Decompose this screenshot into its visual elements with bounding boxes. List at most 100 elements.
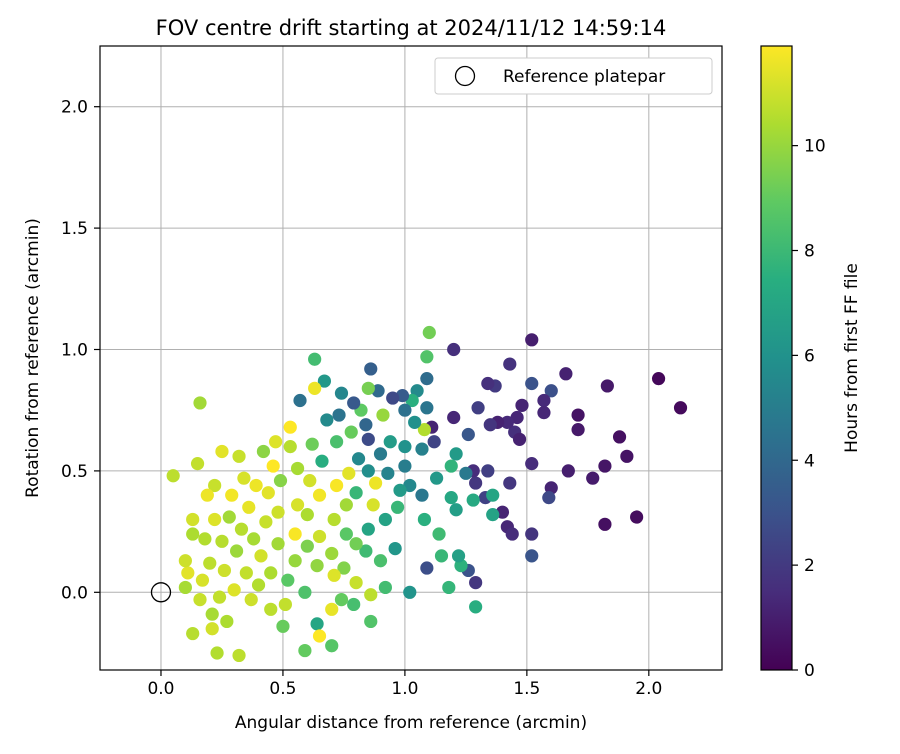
x-axis-label: Angular distance from reference (arcmin)	[235, 713, 587, 733]
colorbar-label: Hours from first FF file	[842, 263, 862, 453]
scatter-point	[349, 575, 363, 590]
scatter-point	[398, 440, 412, 454]
scatter-point	[308, 352, 322, 366]
scatter-point	[239, 566, 253, 580]
scatter-point	[486, 488, 500, 502]
scatter-point	[600, 379, 614, 393]
y-axis-label: Rotation from reference (arcmin)	[23, 218, 43, 498]
scatter-point	[373, 447, 388, 461]
scatter-point	[198, 532, 212, 546]
scatter-point	[210, 646, 224, 660]
scatter-point	[320, 413, 334, 427]
scatter-point	[298, 585, 312, 599]
scatter-point	[471, 401, 485, 415]
scatter-point	[483, 418, 497, 432]
scatter-point	[347, 396, 361, 410]
scatter-point	[166, 469, 180, 483]
scatter-point	[427, 435, 441, 449]
scatter-point	[544, 384, 558, 398]
scatter-point	[481, 376, 495, 391]
scatter-point	[330, 478, 344, 493]
scatter-point	[444, 459, 458, 473]
scatter-point	[500, 415, 514, 429]
scatter-point	[525, 549, 539, 563]
scatter-point	[195, 573, 210, 587]
scatter-point	[300, 508, 314, 522]
scatter-point	[571, 423, 585, 437]
scatter-point	[325, 602, 339, 616]
scatter-point	[290, 461, 305, 476]
x-tick-label: 2.0	[635, 679, 662, 699]
colorbar-tick-label: 10	[804, 137, 826, 157]
scatter-point	[386, 391, 400, 405]
x-tick-label: 1.0	[391, 679, 418, 699]
scatter-point	[351, 452, 366, 466]
reference-platepar-marker	[150, 582, 172, 603]
scatter-point	[186, 512, 200, 527]
scatter-point	[398, 403, 412, 417]
scatter-point	[388, 541, 402, 556]
scatter-point	[278, 597, 292, 612]
scatter-point	[364, 362, 378, 376]
scatter-point	[315, 454, 329, 468]
scatter-point	[376, 408, 390, 422]
scatter-point	[469, 476, 483, 490]
scatter-point	[276, 619, 290, 633]
scatter-point	[510, 410, 524, 425]
scatter-point	[537, 393, 551, 408]
scatter-point	[364, 588, 378, 602]
x-tick-label: 0.5	[269, 679, 296, 699]
scatter-point	[181, 566, 195, 580]
scatter-point	[503, 357, 517, 371]
scatter-point	[447, 410, 461, 425]
scatter-point	[417, 423, 432, 437]
scatter-point	[525, 527, 539, 541]
colorbar-tick-label: 4	[804, 451, 815, 471]
data-points	[166, 325, 688, 663]
scatter-point	[215, 534, 229, 548]
scatter-point	[208, 512, 222, 527]
scatter-point	[442, 580, 456, 595]
scatter-point	[212, 590, 227, 604]
scatter-point	[359, 418, 373, 432]
scatter-point	[349, 537, 363, 551]
x-axis-ticks: 0.0 0.5 1.0 1.5 2.0	[147, 670, 662, 699]
scatter-point	[193, 396, 207, 410]
scatter-point	[283, 420, 297, 434]
scatter-point	[190, 457, 205, 471]
scatter-point	[256, 444, 271, 459]
scatter-point	[281, 573, 295, 587]
y-tick-label: 2.0	[61, 98, 88, 118]
scatter-point	[378, 580, 392, 595]
scatter-point	[451, 549, 466, 563]
scatter-point	[403, 478, 417, 493]
scatter-point	[342, 466, 356, 480]
scatter-point	[244, 592, 258, 607]
scatter-point	[259, 515, 273, 529]
colorbar-tick-label: 0	[804, 661, 815, 681]
legend-box	[434, 57, 713, 95]
scatter-point	[222, 510, 236, 524]
scatter-point	[317, 374, 332, 388]
scatter-point	[344, 425, 358, 439]
scatter-point	[378, 512, 392, 527]
scatter-point	[339, 498, 353, 512]
scatter-point	[420, 350, 434, 364]
scatter-point	[393, 483, 407, 497]
scatter-point	[303, 474, 317, 488]
scatter-point	[271, 505, 285, 519]
scatter-point	[503, 476, 517, 490]
scatter-point	[515, 398, 529, 412]
scatter-point	[415, 442, 429, 456]
colorbar: 0 2 4 6 8 10 Hours from first FF file	[760, 45, 862, 681]
scatter-point	[630, 510, 644, 524]
scatter-point	[203, 556, 217, 570]
scatter-point	[208, 478, 222, 493]
scatter-point	[361, 432, 375, 446]
scatter-point	[651, 372, 666, 386]
scatter-point	[327, 512, 341, 527]
scatter-point	[598, 517, 612, 531]
scatter-point	[312, 629, 327, 643]
scatter-point	[186, 626, 200, 641]
scatter-point	[598, 459, 612, 473]
